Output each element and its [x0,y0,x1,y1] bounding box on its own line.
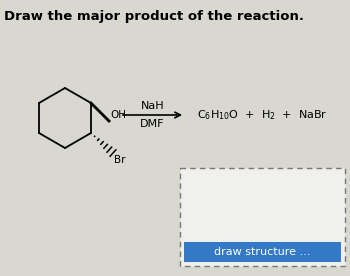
Text: DMF: DMF [140,119,165,129]
Text: Draw the major product of the reaction.: Draw the major product of the reaction. [4,10,304,23]
Text: draw structure ...: draw structure ... [214,247,311,257]
Text: $\mathregular{C_6H_{10}O}$  +  $\mathregular{H_2}$  +  NaBr: $\mathregular{C_6H_{10}O}$ + $\mathregul… [197,108,328,122]
Text: OH: OH [110,110,126,120]
Bar [180,168,345,266]
Text: Br: Br [114,155,126,165]
Text: NaH: NaH [141,101,164,111]
Bar [184,242,341,262]
